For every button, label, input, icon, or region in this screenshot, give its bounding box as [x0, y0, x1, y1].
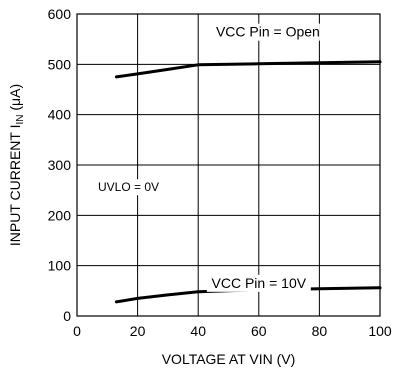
- annotation-background: [90, 179, 167, 196]
- grid: [76, 13, 381, 317]
- x-tick-label: 0: [73, 323, 81, 339]
- series-label: VCC Pin = 10V: [212, 275, 307, 291]
- y-tick-label: 200: [48, 207, 72, 223]
- x-tick-labels: 0 20 40 60 80 100: [73, 323, 392, 339]
- series-lines: [114, 60, 382, 304]
- y-axis-label-unit: (μA): [7, 84, 23, 115]
- annotation-label: UVLO = 0V: [98, 180, 159, 194]
- x-tick-label: 20: [130, 323, 146, 339]
- series-label-background: [206, 274, 311, 292]
- series-labels: VCC Pin = Open VCC Pin = 10V UVLO = 0V: [90, 23, 320, 292]
- x-tick-label: 100: [368, 323, 392, 339]
- x-tick-label: 60: [251, 323, 267, 339]
- y-tick-label: 400: [48, 107, 72, 123]
- series-label: VCC Pin = Open: [216, 24, 320, 40]
- y-axis-label-subscript: IN: [15, 115, 26, 125]
- y-tick-label: 500: [48, 56, 72, 72]
- series-line: [114, 286, 382, 304]
- y-tick-label: 600: [48, 6, 72, 22]
- series-label-background: [215, 23, 320, 41]
- plot-frame: [76, 13, 381, 317]
- y-axis-label: INPUT CURRENT IIN (μA): [7, 84, 26, 246]
- y-tick-label: 300: [48, 157, 72, 173]
- x-tick-label: 80: [312, 323, 328, 339]
- x-tick-label: 40: [190, 323, 206, 339]
- y-tick-label: 0: [63, 308, 71, 324]
- x-axis-label: VOLTAGE AT VIN (V): [162, 351, 296, 367]
- y-tick-labels: 0 100 200 300 400 500 600: [48, 6, 72, 324]
- y-axis-label-main: INPUT CURRENT I: [7, 125, 23, 247]
- series-line: [114, 60, 382, 79]
- y-tick-label: 100: [48, 258, 72, 274]
